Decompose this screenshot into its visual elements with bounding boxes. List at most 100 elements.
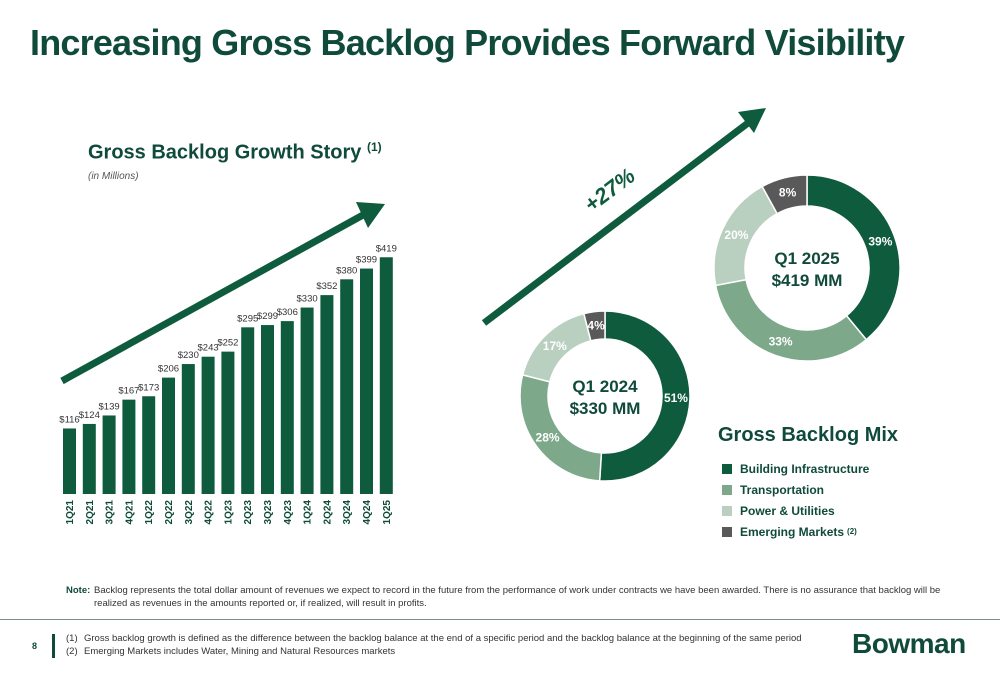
- slice-transportation: [714, 278, 868, 362]
- bar: [142, 396, 156, 494]
- donut-center-period: Q1 2025: [774, 249, 839, 268]
- slice-emerging: [761, 174, 808, 215]
- legend-item: Power & Utilities: [722, 500, 869, 521]
- slice-value-label: 28%: [536, 431, 560, 445]
- bar: [181, 364, 195, 494]
- x-tick-label: 1Q23: [223, 500, 234, 525]
- bar: [340, 279, 354, 494]
- slice-value-label: 20%: [724, 228, 748, 242]
- x-tick-label: 4Q23: [283, 500, 294, 525]
- legend-label: Building Infrastructure: [740, 461, 870, 476]
- slice-value-label: 39%: [868, 235, 892, 249]
- legend-label: Transportation: [740, 482, 825, 497]
- donut-q1-2024: 51% 28% 17% 4% Q1 2024 $330 MM: [519, 310, 691, 482]
- donut-center-period: Q1 2024: [572, 377, 638, 396]
- bar: [82, 423, 96, 494]
- donut-q1-2025: 39% 33% 20% 8% Q1 2025 $419 MM: [713, 174, 901, 362]
- bar-chart: $116 1Q21 $124 2Q21 $139 3Q21 $167 4Q21 $173 1Q22…: [59, 243, 397, 524]
- backlog-charts: $116 1Q21 $124 2Q21 $139 3Q21 $167 4Q21 $173 1Q22…: [59, 108, 901, 524]
- bar-chart-title: Gross Backlog Growth Story (1): [88, 140, 382, 164]
- bar: [300, 307, 314, 494]
- bar: [320, 295, 334, 494]
- bar: [261, 325, 274, 494]
- slice-building: [806, 174, 901, 341]
- slice-value-label: 8%: [779, 185, 797, 199]
- bar: [63, 428, 76, 494]
- legend-swatch-power: [722, 505, 732, 516]
- bar-value-label: $116: [59, 414, 79, 425]
- slice-value-label: 17%: [543, 339, 567, 353]
- footnote: (2) Emerging Markets includes Water, Mini…: [66, 646, 396, 657]
- donut-growth-arrow-head: [738, 108, 766, 133]
- legend-item: Building Infrastructure: [722, 458, 869, 479]
- x-tick-label: 3Q21: [105, 500, 116, 525]
- x-tick-label: 3Q23: [263, 500, 274, 525]
- footer-divider: [0, 619, 1000, 620]
- x-tick-label: 1Q25: [382, 500, 393, 525]
- bar-value-label: $419: [376, 243, 397, 254]
- bar-value-label: $295: [237, 313, 258, 324]
- footnotes: (1) Gross backlog growth is defined as th…: [66, 632, 802, 658]
- note-text: Backlog represents the total dollar amou…: [94, 585, 941, 609]
- slice-emerging: [582, 310, 606, 342]
- bar-value-label: $299: [257, 311, 278, 322]
- mix-title: Gross Backlog Mix: [718, 424, 899, 446]
- x-tick-label: 4Q21: [124, 500, 135, 525]
- x-tick-label: 4Q22: [204, 500, 215, 525]
- bar: [360, 268, 373, 494]
- bar-value-label: $243: [198, 343, 219, 354]
- bar-value-label: $399: [356, 255, 377, 266]
- page-title: Increasing Gross Backlog Provides Forwar…: [30, 22, 905, 63]
- x-tick-label: 1Q21: [65, 500, 76, 525]
- x-tick-label: 1Q22: [144, 500, 155, 525]
- bar-value-label: $352: [316, 281, 337, 292]
- bar-value-label: $380: [336, 265, 357, 276]
- slice-value-label: 51%: [664, 391, 688, 405]
- bar: [162, 377, 175, 494]
- bar: [201, 356, 215, 494]
- donut-center-amount: $419 MM: [772, 271, 843, 290]
- donut-growth-arrow-shaft: [481, 120, 751, 326]
- x-tick-label: 2Q23: [243, 500, 254, 525]
- slice-value-label: 4%: [587, 319, 605, 333]
- bar: [122, 399, 136, 494]
- legend-footnote-ref: (2): [847, 527, 857, 536]
- x-tick-label: 2Q24: [322, 500, 333, 525]
- page-number: 8: [32, 641, 38, 651]
- bar-growth-arrow-head: [356, 202, 385, 228]
- legend-swatch-emerging: [722, 526, 732, 537]
- bar-value-label: $167: [118, 386, 139, 397]
- donut-center-amount: $330 MM: [570, 399, 641, 418]
- note-label: Note:: [66, 585, 91, 596]
- note: Note: Backlog represents the total dolla…: [66, 584, 966, 610]
- bar-chart-subtitle: (in Millions): [88, 171, 139, 182]
- bar: [379, 257, 393, 494]
- legend-label: Emerging Markets: [740, 524, 845, 539]
- bar-value-label: $139: [99, 401, 120, 412]
- bar: [241, 327, 255, 494]
- x-tick-label: 1Q24: [303, 500, 314, 525]
- bar-value-label: $206: [158, 364, 179, 375]
- bar-value-label: $173: [138, 382, 159, 393]
- bowman-logo: Bowman: [852, 628, 966, 659]
- bar-value-label: $124: [79, 410, 100, 421]
- bar: [221, 351, 235, 494]
- legend-swatch-transportation: [722, 484, 732, 495]
- x-tick-label: 3Q22: [184, 500, 195, 525]
- x-tick-label: 2Q22: [164, 500, 175, 525]
- slice-value-label: 33%: [769, 334, 793, 348]
- x-tick-label: 3Q24: [342, 500, 353, 525]
- bar-value-label: $230: [178, 350, 199, 361]
- legend-label: Power & Utilities: [740, 503, 835, 518]
- bar-value-label: $306: [277, 307, 298, 318]
- bar: [280, 321, 294, 494]
- bar-value-label: $252: [217, 338, 238, 349]
- bar-growth-arrow-shaft: [60, 211, 365, 385]
- bar-value-label: $330: [297, 294, 318, 305]
- mix-legend: Building Infrastructure Transportation P…: [722, 458, 869, 542]
- page-bar: [52, 634, 55, 658]
- slice-building: [598, 310, 691, 482]
- legend-item: Emerging Markets (2): [722, 521, 869, 542]
- x-tick-label: 2Q21: [85, 500, 96, 525]
- legend-swatch-building: [722, 463, 732, 474]
